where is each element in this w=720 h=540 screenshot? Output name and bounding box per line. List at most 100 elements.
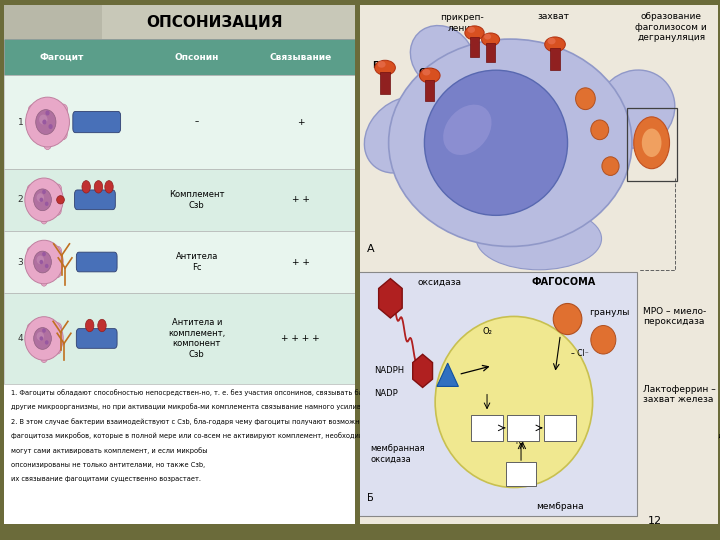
FancyBboxPatch shape xyxy=(4,5,355,524)
FancyBboxPatch shape xyxy=(75,190,115,210)
Ellipse shape xyxy=(51,341,61,354)
Ellipse shape xyxy=(591,326,616,354)
Ellipse shape xyxy=(467,26,475,33)
Text: образование
фаголизосом и
дегрануляция: образование фаголизосом и дегрануляция xyxy=(636,12,707,42)
Ellipse shape xyxy=(435,316,593,488)
Ellipse shape xyxy=(484,33,491,39)
Text: захват: захват xyxy=(537,12,570,21)
Ellipse shape xyxy=(482,33,500,46)
Ellipse shape xyxy=(28,105,40,119)
Ellipse shape xyxy=(364,97,441,173)
Ellipse shape xyxy=(553,303,582,335)
Text: O₂: O₂ xyxy=(482,327,492,336)
Text: фагоцитоза микробов, которые в полной мере или со-всем не активируют комплемент,: фагоцитоза микробов, которые в полной ме… xyxy=(11,433,720,440)
Polygon shape xyxy=(413,354,433,388)
FancyBboxPatch shape xyxy=(507,415,539,441)
Ellipse shape xyxy=(40,336,43,341)
Text: ФАГОСОМА: ФАГОСОМА xyxy=(532,277,596,287)
Ellipse shape xyxy=(575,88,595,110)
FancyBboxPatch shape xyxy=(4,5,355,39)
Ellipse shape xyxy=(423,69,431,76)
Ellipse shape xyxy=(94,180,103,193)
Ellipse shape xyxy=(82,180,91,193)
Text: 3: 3 xyxy=(18,258,24,267)
FancyBboxPatch shape xyxy=(550,49,559,70)
Text: C3b: C3b xyxy=(418,68,438,77)
Text: Опсонин: Опсонин xyxy=(175,53,219,62)
Ellipse shape xyxy=(591,120,608,140)
FancyBboxPatch shape xyxy=(4,39,355,76)
Text: O₂⁻: O₂⁻ xyxy=(481,425,493,431)
Text: Лактоферрин –
захват железа: Лактоферрин – захват железа xyxy=(643,384,716,404)
Text: 12: 12 xyxy=(648,516,662,526)
Text: 1: 1 xyxy=(18,118,24,126)
Ellipse shape xyxy=(477,207,601,270)
Ellipse shape xyxy=(39,114,48,125)
Text: их связывание фагоцитами существенно возрастает.: их связывание фагоцитами существенно воз… xyxy=(11,476,201,482)
Text: Fc: Fc xyxy=(372,61,384,70)
FancyBboxPatch shape xyxy=(380,72,390,93)
Ellipse shape xyxy=(27,185,37,198)
FancyBboxPatch shape xyxy=(360,5,718,524)
Text: прикреп-
ление: прикреп- ление xyxy=(440,13,484,32)
Text: NADPH: NADPH xyxy=(374,366,405,375)
Ellipse shape xyxy=(45,340,48,345)
Text: MPO: MPO xyxy=(560,316,575,321)
FancyBboxPatch shape xyxy=(359,272,637,516)
Text: Фагоцит: Фагоцит xyxy=(40,53,84,62)
Text: 4: 4 xyxy=(18,334,23,343)
Ellipse shape xyxy=(52,184,62,197)
Ellipse shape xyxy=(465,26,484,40)
Ellipse shape xyxy=(45,111,50,116)
FancyBboxPatch shape xyxy=(4,168,355,231)
Ellipse shape xyxy=(24,240,63,284)
Ellipse shape xyxy=(45,201,48,206)
FancyBboxPatch shape xyxy=(4,231,355,293)
Ellipse shape xyxy=(634,117,670,168)
Text: 1. Фагоциты обладают способностью непосредствен-но, т. е. без участия опсонинов,: 1. Фагоциты обладают способностью непоср… xyxy=(11,389,394,396)
Ellipse shape xyxy=(52,323,62,335)
Text: H₂O₂: H₂O₂ xyxy=(515,425,531,431)
FancyBboxPatch shape xyxy=(425,79,434,102)
FancyBboxPatch shape xyxy=(76,252,117,272)
Ellipse shape xyxy=(642,129,662,157)
Ellipse shape xyxy=(24,316,63,360)
Text: Связывание: Связывание xyxy=(269,53,332,62)
Ellipse shape xyxy=(48,124,53,129)
Ellipse shape xyxy=(27,323,37,336)
Text: мембранная
оксидаза: мембранная оксидаза xyxy=(371,444,426,463)
Text: 2: 2 xyxy=(18,195,23,204)
Text: другие микроорганизмы, но при активации микроба-ми комплемента связывание намног: другие микроорганизмы, но при активации … xyxy=(11,403,382,410)
Ellipse shape xyxy=(27,247,37,260)
Ellipse shape xyxy=(86,319,94,332)
Ellipse shape xyxy=(51,265,61,278)
Ellipse shape xyxy=(42,252,46,256)
Ellipse shape xyxy=(545,37,565,52)
Text: А: А xyxy=(367,244,375,254)
Text: Комплемент
Сзb: Комплемент Сзb xyxy=(169,190,225,210)
Text: +: + xyxy=(297,118,305,126)
Ellipse shape xyxy=(596,70,675,148)
Text: OH⁻: OH⁻ xyxy=(514,471,528,477)
FancyBboxPatch shape xyxy=(486,43,495,63)
Ellipse shape xyxy=(42,119,47,125)
Text: ОПСОНИЗАЦИЯ: ОПСОНИЗАЦИЯ xyxy=(146,15,283,30)
Ellipse shape xyxy=(56,104,68,119)
Ellipse shape xyxy=(374,60,395,75)
Text: 2. В этом случае бактерии взаимодействуют с Сзb, бла-годаря чему фагоциты получа: 2. В этом случае бактерии взаимодействую… xyxy=(11,418,573,425)
Ellipse shape xyxy=(37,332,44,341)
Ellipse shape xyxy=(389,39,632,246)
FancyBboxPatch shape xyxy=(73,111,121,133)
Ellipse shape xyxy=(40,347,48,363)
Ellipse shape xyxy=(36,110,56,134)
Text: Антитела и
комплемент,
компонент
Сзb: Антитела и комплемент, компонент Сзb xyxy=(168,319,225,359)
FancyBboxPatch shape xyxy=(4,293,355,384)
Text: мембрана: мембрана xyxy=(536,502,584,511)
Ellipse shape xyxy=(43,132,52,150)
Ellipse shape xyxy=(37,193,44,202)
Ellipse shape xyxy=(57,195,64,204)
Ellipse shape xyxy=(105,180,113,193)
Ellipse shape xyxy=(34,328,51,349)
FancyBboxPatch shape xyxy=(505,462,536,487)
Ellipse shape xyxy=(548,38,556,44)
